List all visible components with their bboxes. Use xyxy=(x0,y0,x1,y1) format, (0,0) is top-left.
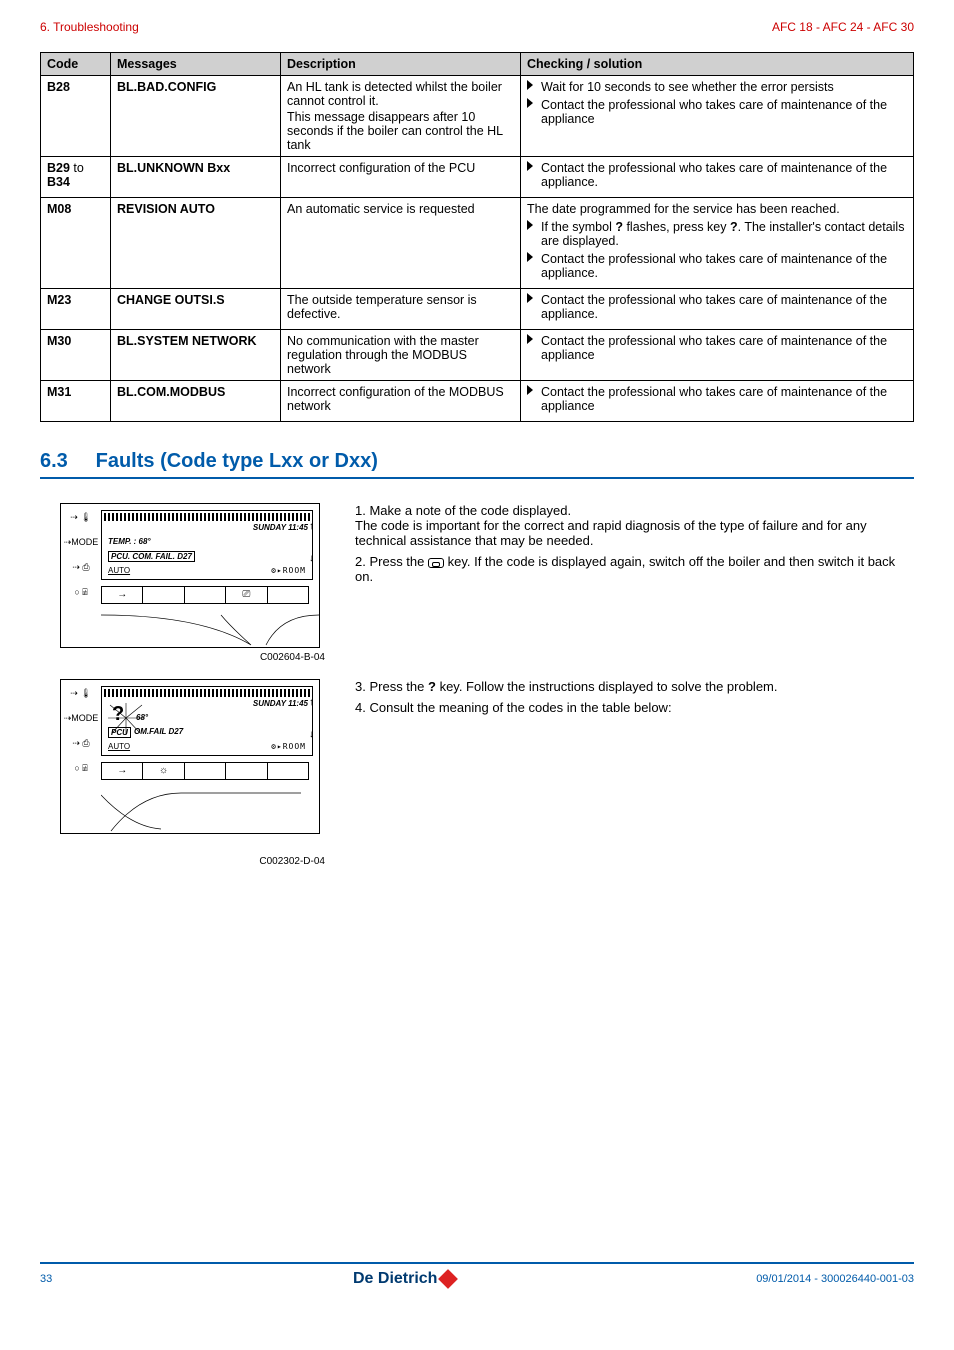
cell-description: An automatic service is requested xyxy=(281,198,521,289)
section-rule xyxy=(40,477,914,479)
up-arrow-icon: ↑ xyxy=(309,697,314,708)
section-title-text: Faults (Code type Lxx or Dxx) xyxy=(96,450,378,472)
figure-2-caption: C002302-D-04 xyxy=(40,856,335,867)
gauge-icon: ○ ⍯ xyxy=(74,763,87,774)
page-footer: 33 De Dietrich 09/01/2014 - 300026440-00… xyxy=(40,1262,914,1288)
gauge-icon: ○ ⍯ xyxy=(74,587,87,598)
lcd-room: ⚙▸ROOM xyxy=(271,566,306,575)
cell-message: BL.BAD.CONFIG xyxy=(111,76,281,157)
footer-docref: 09/01/2014 - 300026440-001-03 xyxy=(756,1273,914,1285)
cell-message: BL.SYSTEM NETWORK xyxy=(111,330,281,381)
lcd-btn-reset: ⎚ xyxy=(225,586,266,604)
lcd-temp: TEMP. : 68° xyxy=(108,537,151,546)
table-row: B29 to B34BL.UNKNOWN BxxIncorrect config… xyxy=(41,157,914,198)
step-3: 3. Press the ? key. Follow the instructi… xyxy=(355,679,914,694)
cell-code: M30 xyxy=(41,330,111,381)
triangle-bullet-icon xyxy=(527,161,533,171)
cell-checking: Contact the professional who takes care … xyxy=(521,289,914,330)
thermometer-icon: ⇢ 🌡 xyxy=(70,512,91,523)
diamond-icon xyxy=(439,1269,459,1289)
table-row: M31BL.COM.MODBUSIncorrect configuration … xyxy=(41,381,914,422)
figure-1-caption: C002604-B-04 xyxy=(40,652,335,663)
lcd-datetime: SUNDAY 11:45 xyxy=(253,523,308,532)
lcd-figure-1: ⇢ 🌡 ⇢MODE ⇢ ⎙ ○ ⍯ SUNDAY 11:45 ↑ ↓ TEMP.… xyxy=(60,503,320,648)
dr-icon: ⇢ ⎙ xyxy=(72,562,89,573)
th-description: Description xyxy=(281,53,521,76)
step-1: 1. Make a note of the code displayed. Th… xyxy=(355,503,914,548)
cell-checking: Wait for 10 seconds to see whether the e… xyxy=(521,76,914,157)
reset-key-icon xyxy=(428,558,444,568)
table-row: M08REVISION AUTOAn automatic service is … xyxy=(41,198,914,289)
cell-description: The outside temperature sensor is defect… xyxy=(281,289,521,330)
lcd-buttons: → ☼ xyxy=(101,762,309,782)
section-number: 6.3 xyxy=(40,450,68,472)
cell-description: Incorrect configuration of the MODBUS ne… xyxy=(281,381,521,422)
cell-checking: The date programmed for the service has … xyxy=(521,198,914,289)
cell-message: BL.UNKNOWN Bxx xyxy=(111,157,281,198)
cell-message: CHANGE OUTSI.S xyxy=(111,289,281,330)
cell-message: BL.COM.MODBUS xyxy=(111,381,281,422)
cell-code: M23 xyxy=(41,289,111,330)
triangle-bullet-icon xyxy=(527,385,533,395)
lcd-bar xyxy=(104,689,310,697)
triangle-bullet-icon xyxy=(527,252,533,262)
lcd-fault-line: PCU. COM. FAIL. D27 xyxy=(108,551,195,562)
lcd-buttons: → ⎚ xyxy=(101,586,309,606)
cell-message: REVISION AUTO xyxy=(111,198,281,289)
up-arrow-icon: ↑ xyxy=(309,521,314,532)
cell-checking: Contact the professional who takes care … xyxy=(521,381,914,422)
lcd-auto: AUTO xyxy=(108,742,130,751)
lcd-room: ⚙▸ROOM xyxy=(271,742,306,751)
mode-label: ⇢MODE xyxy=(64,537,99,548)
lcd-temp: 68° xyxy=(136,713,148,722)
cell-description: No communication with the master regulat… xyxy=(281,330,521,381)
table-row: B28BL.BAD.CONFIGAn HL tank is detected w… xyxy=(41,76,914,157)
cell-code: M08 xyxy=(41,198,111,289)
mode-label: ⇢MODE xyxy=(64,713,99,724)
th-code: Code xyxy=(41,53,111,76)
cell-code: M31 xyxy=(41,381,111,422)
triangle-bullet-icon xyxy=(527,293,533,303)
down-arrow-icon: ↓ xyxy=(309,553,314,564)
lcd-btn-arrow: → xyxy=(101,762,142,780)
triangle-bullet-icon xyxy=(527,334,533,344)
lcd-curve xyxy=(101,607,321,647)
triangle-bullet-icon xyxy=(527,80,533,90)
lcd-figure-2: ⇢ 🌡 ⇢MODE ⇢ ⎙ ○ ⍯ SUNDAY 11:45 ↑ ↓ ? xyxy=(60,679,320,834)
thermometer-icon: ⇢ 🌡 xyxy=(70,688,91,699)
header-section: 6. Troubleshooting xyxy=(40,20,139,34)
codes-table: Code Messages Description Checking / sol… xyxy=(40,52,914,422)
page-header: 6. Troubleshooting AFC 18 - AFC 24 - AFC… xyxy=(40,20,914,34)
dr-icon: ⇢ ⎙ xyxy=(72,738,89,749)
triangle-bullet-icon xyxy=(527,220,533,230)
down-arrow-icon: ↓ xyxy=(309,729,314,740)
cell-description: Incorrect configuration of the PCU xyxy=(281,157,521,198)
lcd-datetime: SUNDAY 11:45 xyxy=(253,699,308,708)
table-row: M23CHANGE OUTSI.SThe outside temperature… xyxy=(41,289,914,330)
lcd-btn-sun: ☼ xyxy=(142,762,183,780)
step-2: 2. Press the key. If the code is display… xyxy=(355,554,914,584)
page-number: 33 xyxy=(40,1273,52,1285)
header-models: AFC 18 - AFC 24 - AFC 30 xyxy=(772,20,914,34)
th-checking: Checking / solution xyxy=(521,53,914,76)
cell-checking: Contact the professional who takes care … xyxy=(521,330,914,381)
lcd-curve xyxy=(101,783,321,833)
triangle-bullet-icon xyxy=(527,98,533,108)
cell-code: B29 to B34 xyxy=(41,157,111,198)
table-row: M30BL.SYSTEM NETWORKNo communication wit… xyxy=(41,330,914,381)
lcd-bar xyxy=(104,513,310,521)
brand-logo: De Dietrich xyxy=(353,1270,455,1288)
step-4: 4. Consult the meaning of the codes in t… xyxy=(355,700,914,715)
section-heading: 6.3 Faults (Code type Lxx or Dxx) xyxy=(40,450,914,473)
cell-description: An HL tank is detected whilst the boiler… xyxy=(281,76,521,157)
lcd-btn-arrow: → xyxy=(101,586,142,604)
lcd-fault-line: OM.FAIL D27 xyxy=(134,727,183,736)
lcd-auto: AUTO xyxy=(108,566,130,575)
th-messages: Messages xyxy=(111,53,281,76)
cell-code: B28 xyxy=(41,76,111,157)
cell-checking: Contact the professional who takes care … xyxy=(521,157,914,198)
